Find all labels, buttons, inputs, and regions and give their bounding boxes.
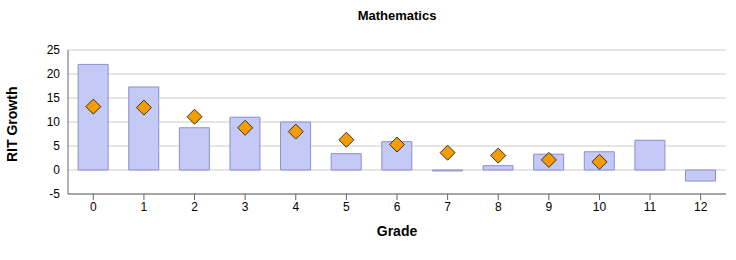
svg-text:9: 9 bbox=[546, 200, 553, 214]
svg-text:10: 10 bbox=[593, 200, 607, 214]
svg-text:6: 6 bbox=[394, 200, 401, 214]
html-text:Mathematics: Mathematics bbox=[357, 8, 437, 23]
svg-text:0: 0 bbox=[53, 163, 60, 177]
svg-text:10: 10 bbox=[47, 115, 61, 129]
svg-text:7: 7 bbox=[444, 200, 451, 214]
svg-text:4: 4 bbox=[292, 200, 299, 214]
svg-text:1: 1 bbox=[141, 200, 148, 214]
svg-text:20: 20 bbox=[47, 67, 61, 81]
svg-text:0: 0 bbox=[90, 200, 97, 214]
svg-text:12: 12 bbox=[694, 200, 708, 214]
svg-text:11: 11 bbox=[644, 200, 657, 214]
svg-text:8: 8 bbox=[495, 200, 502, 214]
svg-text:3: 3 bbox=[242, 200, 249, 214]
svg-text:5: 5 bbox=[343, 200, 350, 214]
svg-text:RIT Growth: RIT Growth bbox=[8, 87, 20, 162]
svg-text:15: 15 bbox=[47, 91, 61, 105]
svg-text:2: 2 bbox=[191, 200, 198, 214]
svg-text:-5: -5 bbox=[49, 187, 60, 201]
svg-text:25: 25 bbox=[47, 43, 61, 57]
svg-text:Grade: Grade bbox=[377, 223, 418, 239]
svg-text:5: 5 bbox=[53, 139, 60, 153]
